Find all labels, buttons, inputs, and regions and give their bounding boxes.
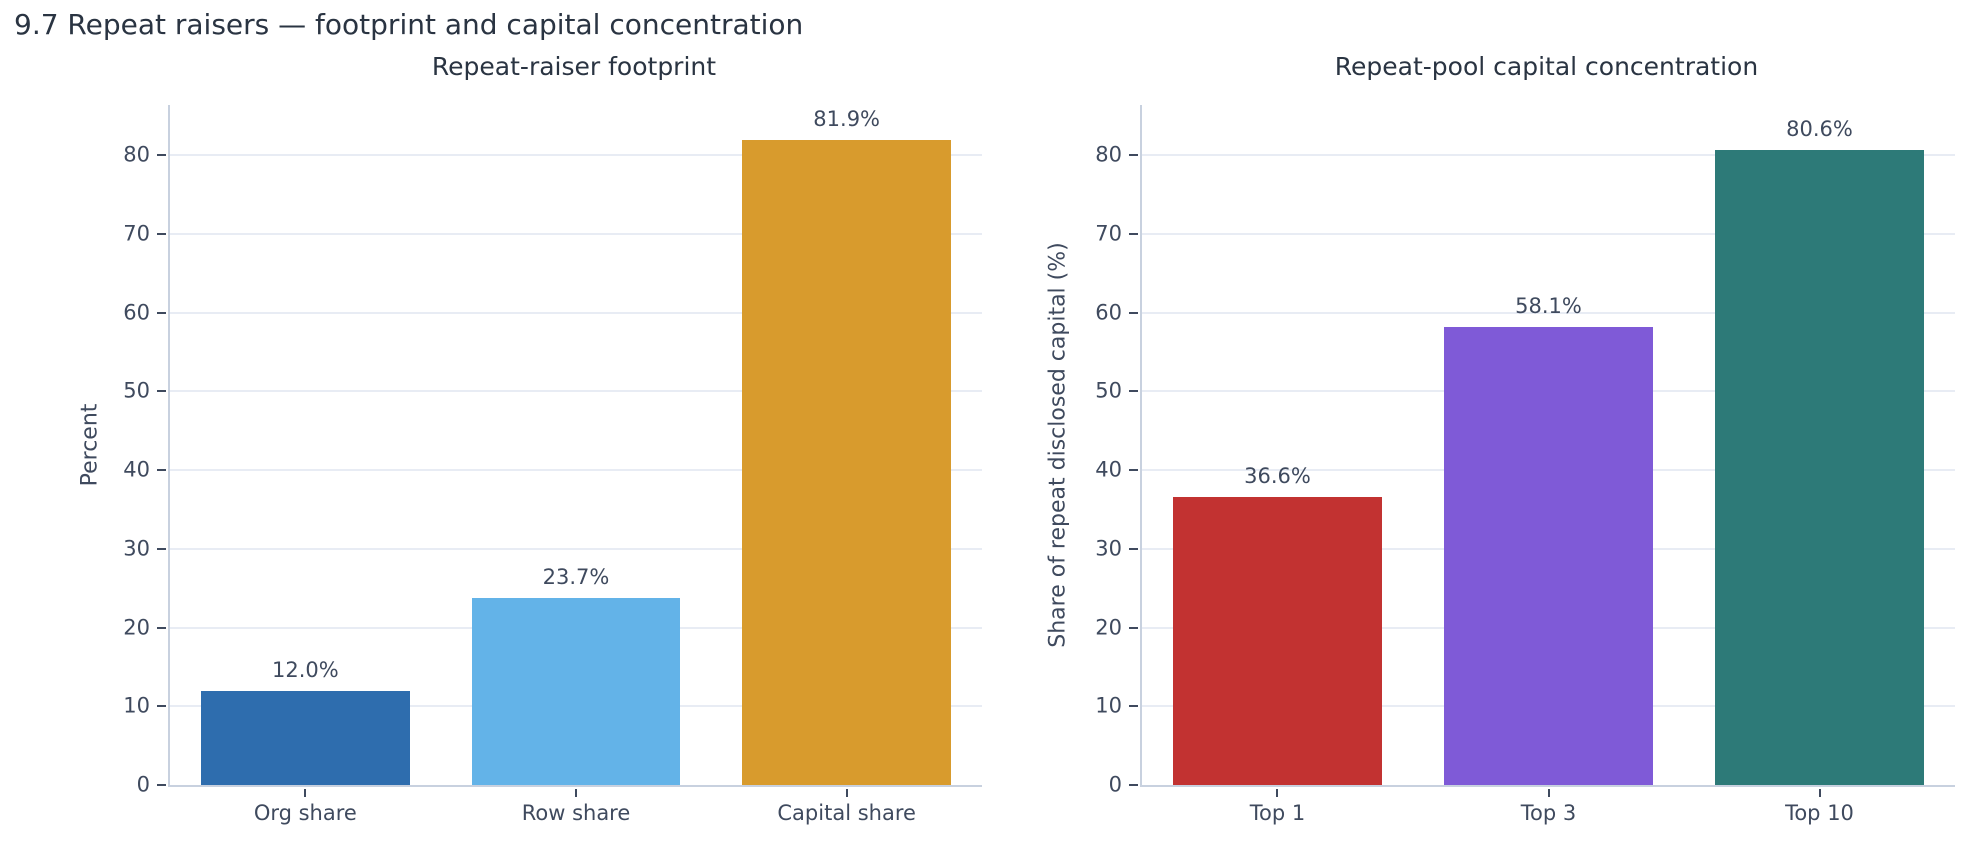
x-tick-mark [845,789,848,797]
grid-line [170,311,982,314]
grid-line [170,390,982,393]
y-tick-label: 40 [123,457,150,482]
plot-area: 0 10 20 30 40 50 60 70 80 36.6% Top 1 58.1% Top 3 80.… [1095,105,1955,825]
y-tick-label: 20 [123,615,150,640]
bar [471,598,681,785]
bar-value-label: 36.6% [1244,463,1311,488]
y-tick-label: 70 [123,221,150,246]
y-tick-label: 60 [1095,300,1122,325]
bar-value-label: 81.9% [813,107,881,132]
y-tick-mark [1129,547,1138,550]
y-tick-label: 20 [1095,615,1122,640]
y-tick-mark [1129,390,1138,393]
y-tick-mark [1129,154,1138,157]
figure-title: 9.7 Repeat raisers — footprint and capit… [14,8,804,41]
plot-area: 0 10 20 30 40 50 60 70 80 12.0% Org share 23.7% Row … [123,105,982,825]
grid-line [170,469,982,472]
y-tick-mark [1129,705,1138,708]
grid-line [170,154,982,157]
y-tick-mark [157,784,166,786]
bar [1173,496,1382,785]
y-tick-mark [157,547,166,550]
x-tick-mark [1818,789,1821,797]
grid-line [1142,311,1955,314]
x-tick-label: Capital share [777,801,916,825]
y-tick-label: 80 [123,142,150,167]
bar-value-label: 23.7% [542,565,610,590]
y-tick-label: 50 [123,378,150,403]
x-tick-mark [304,789,307,797]
x-tick-label: Row share [521,801,631,825]
y-tick-label: 60 [123,300,150,325]
subplot-title: Repeat-pool capital concentration [1334,52,1759,81]
bar-value-label: 12.0% [271,657,339,682]
y-tick-label: 30 [123,536,150,561]
grid-line [170,547,982,550]
bar-value-label: 80.6% [1786,117,1853,142]
grid-line [1142,154,1955,157]
x-tick-label: Top 3 [1520,801,1577,825]
y-tick-mark [1129,232,1138,235]
x-tick-label: Org share [253,801,357,825]
y-tick-mark [157,626,166,629]
y-tick-label: 0 [136,772,150,797]
grid-line [170,232,982,235]
bar [1715,150,1924,785]
y-tick-mark [157,232,166,235]
x-tick-mark [1276,789,1279,797]
y-tick-mark [157,154,166,157]
y-tick-mark [1129,626,1138,629]
y-tick-label: 30 [1095,536,1122,561]
bar-value-label: 58.1% [1515,294,1582,319]
x-tick-label: Top 10 [1785,801,1854,825]
bar [1444,327,1653,785]
y-tick-mark [157,311,166,314]
y-tick-label: 80 [1095,142,1122,167]
bar [201,690,410,785]
y-tick-label: 10 [1095,693,1122,718]
y-tick-label: 70 [1095,221,1122,246]
y-tick-mark [157,469,166,472]
y-tick-mark [1129,311,1138,314]
y-tick-label: 50 [1095,378,1122,403]
y-tick-mark [1129,469,1138,472]
x-tick-label: Top 1 [1249,801,1306,825]
x-tick-mark [575,789,577,797]
subplot-title: Repeat-raiser footprint [431,52,717,81]
y-axis-label: Share of repeat disclosed capital (%) [1045,242,1071,648]
x-tick-mark [1547,789,1550,797]
bar [742,140,951,785]
y-tick-label: 0 [1108,772,1122,797]
y-tick-mark [157,705,166,708]
y-tick-label: 40 [1095,457,1122,482]
y-tick-mark [157,390,166,393]
y-tick-label: 10 [123,693,150,718]
y-tick-mark [1129,784,1138,786]
grid-line [1142,232,1955,235]
